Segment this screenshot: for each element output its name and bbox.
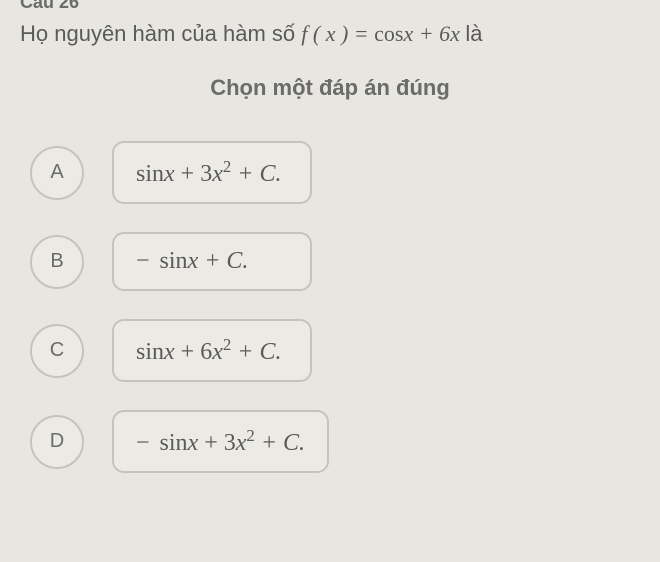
option-box-b: − sinx + C. — [112, 232, 312, 291]
question-text: Họ nguyên hàm của hàm số f ( x ) = cosx … — [20, 23, 640, 45]
option-letter-b: B — [30, 235, 84, 289]
question-suffix: là — [465, 21, 482, 46]
option-c[interactable]: C sinx + 6x2 + C. — [30, 319, 640, 382]
option-b[interactable]: B − sinx + C. — [30, 232, 640, 291]
instruction-text: Chọn một đáp án đúng — [20, 75, 640, 101]
question-prefix: Họ nguyên hàm của hàm số — [20, 21, 301, 46]
question-number: Câu 26 — [20, 0, 640, 13]
option-box-c: sinx + 6x2 + C. — [112, 319, 312, 382]
option-d[interactable]: D − sinx + 3x2 + C. — [30, 410, 640, 473]
option-letter-a: A — [30, 146, 84, 200]
question-func: f ( x ) = cosx + 6x — [301, 21, 465, 46]
option-box-a: sinx + 3x2 + C. — [112, 141, 312, 204]
option-letter-c: C — [30, 324, 84, 378]
options-list: A sinx + 3x2 + C. B − sinx + C. C sinx +… — [20, 141, 640, 473]
option-a[interactable]: A sinx + 3x2 + C. — [30, 141, 640, 204]
option-box-d: − sinx + 3x2 + C. — [112, 410, 329, 473]
option-letter-d: D — [30, 415, 84, 469]
